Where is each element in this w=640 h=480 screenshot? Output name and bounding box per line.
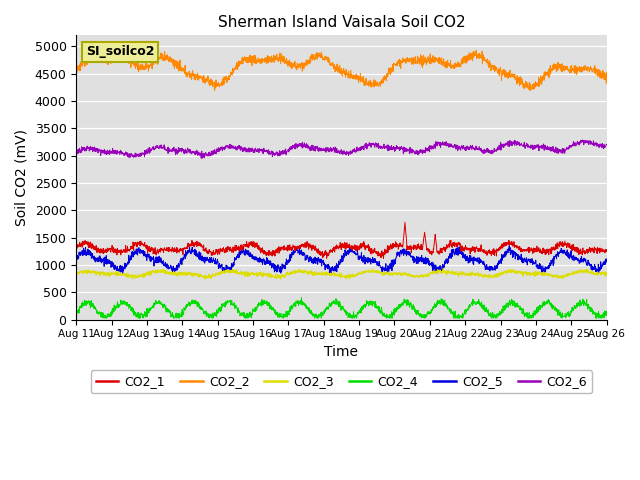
- X-axis label: Time: Time: [324, 345, 358, 359]
- Text: SI_soilco2: SI_soilco2: [86, 45, 154, 58]
- Legend: CO2_1, CO2_2, CO2_3, CO2_4, CO2_5, CO2_6: CO2_1, CO2_2, CO2_3, CO2_4, CO2_5, CO2_6: [91, 370, 592, 393]
- Title: Sherman Island Vaisala Soil CO2: Sherman Island Vaisala Soil CO2: [218, 15, 465, 30]
- Y-axis label: Soil CO2 (mV): Soil CO2 (mV): [15, 129, 29, 226]
